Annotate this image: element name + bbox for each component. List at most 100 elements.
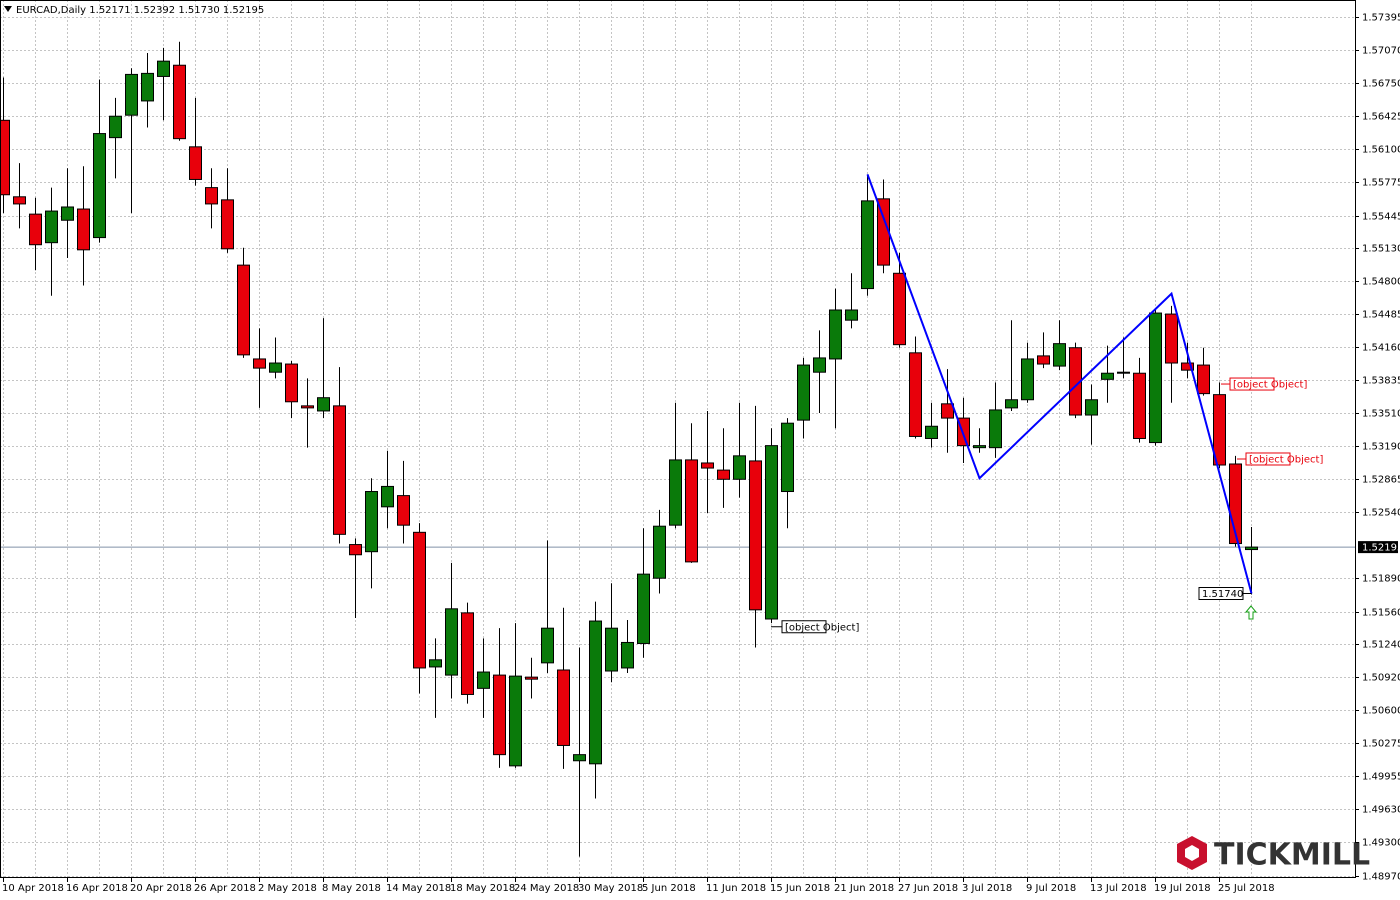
price-label-box	[1229, 377, 1275, 391]
plot-frame	[0, 0, 1356, 878]
candle-body	[557, 669, 570, 746]
x-tick-label: 9 Jul 2018	[1026, 883, 1076, 894]
y-tick-label: 1.56750	[1362, 79, 1400, 90]
x-tick-label: 20 Apr 2018	[130, 883, 192, 894]
x-tick-label: 2 May 2018	[258, 883, 317, 894]
x-tick-label: 21 Jun 2018	[834, 883, 894, 894]
candle-body	[93, 133, 106, 239]
candle-body	[365, 491, 378, 553]
candle-body	[381, 485, 394, 508]
price-label: 1.51740	[1202, 589, 1243, 600]
y-tick-label: 1.55775	[1362, 178, 1400, 189]
y-tick-label: 1.49630	[1362, 805, 1400, 816]
candle-body	[173, 64, 186, 140]
candle-body	[861, 200, 874, 290]
candle-body	[461, 612, 474, 695]
y-tick-label: 1.56100	[1362, 145, 1400, 156]
candle-body	[189, 146, 202, 180]
candle-body	[477, 671, 490, 689]
candle-body	[445, 608, 458, 676]
candle-body	[765, 445, 778, 620]
candle-body	[413, 531, 426, 669]
candle-body	[637, 573, 650, 644]
candle-body	[541, 627, 554, 664]
y-tick-label: 1.52540	[1362, 508, 1400, 519]
candle-body	[141, 72, 154, 102]
candle-body	[589, 620, 602, 765]
candle-body	[525, 676, 538, 680]
y-tick-label: 1.54160	[1362, 343, 1400, 354]
candle-body	[1197, 364, 1210, 395]
candle-body	[829, 309, 842, 360]
candle-body	[397, 495, 410, 526]
candle-body	[253, 358, 266, 369]
price-label-box	[781, 620, 827, 634]
candle-body	[973, 445, 986, 449]
y-tick-label: 1.57395	[1362, 13, 1400, 24]
candle-body	[1245, 546, 1258, 551]
candle-body	[669, 459, 682, 526]
symbol-menu-icon[interactable]	[4, 6, 12, 12]
chart-title: EURCAD,Daily 1.52171 1.52392 1.51730 1.5…	[16, 5, 264, 16]
y-tick-label: 1.48970	[1362, 872, 1400, 883]
x-tick-label: 10 Apr 2018	[2, 883, 64, 894]
y-tick-label: 1.49300	[1362, 838, 1400, 849]
candle-body	[269, 362, 282, 373]
y-tick-label: 1.50275	[1362, 739, 1400, 750]
price-label: [object Object]	[1249, 454, 1323, 465]
candle-body	[317, 397, 330, 412]
candle-body	[493, 674, 506, 756]
y-tick-label: 1.56425	[1362, 112, 1400, 123]
candle-body	[797, 364, 810, 421]
y-tick-label: 1.53190	[1362, 442, 1400, 453]
price-label-box	[1198, 587, 1244, 601]
arrow-icon	[1244, 605, 1258, 620]
candle-body	[605, 627, 618, 672]
y-tick-label: 1.50920	[1362, 673, 1400, 684]
y-tick-label: 1.54800	[1362, 277, 1400, 288]
candle-body	[717, 469, 730, 480]
candle-body	[45, 210, 58, 244]
candle-body	[1133, 372, 1146, 439]
grid	[0, 0, 1355, 877]
watermark: TICKMILL	[1214, 838, 1370, 873]
candle-body	[205, 187, 218, 205]
candle-body	[1037, 355, 1050, 365]
y-tick-label: 1.54485	[1362, 310, 1400, 321]
logo: TICKMILL	[1177, 836, 1370, 873]
candle-body	[29, 213, 42, 246]
candle-body	[333, 405, 346, 535]
candle-body	[125, 73, 138, 116]
x-tick-label: 11 Jun 2018	[706, 883, 766, 894]
candle-body	[349, 544, 362, 556]
candle-body	[733, 455, 746, 480]
y-tick-label: 1.57070	[1362, 46, 1400, 57]
candle-body	[621, 641, 634, 669]
candle-body	[285, 363, 298, 403]
last-price-label: 1.52195	[1362, 543, 1400, 554]
candle-body	[701, 462, 714, 469]
buy-arrow	[1244, 605, 1258, 620]
y-tick-label: 1.55445	[1362, 212, 1400, 223]
x-tick-label: 8 May 2018	[322, 883, 381, 894]
candle-body	[909, 352, 922, 437]
candle-body	[749, 460, 762, 611]
candle-body	[77, 208, 90, 251]
candle-body	[813, 357, 826, 373]
x-tick-label: 14 May 2018	[386, 883, 451, 894]
plot: [object Object] [object Object] 1.51740 [ob…	[0, 41, 1355, 857]
candle-body	[941, 403, 954, 419]
candle-body	[301, 405, 314, 409]
y-tick-label: 1.51560	[1362, 608, 1400, 619]
candle-body	[1149, 312, 1162, 444]
x-tick-label: 5 Jun 2018	[642, 883, 696, 894]
last-price-tag	[1358, 541, 1398, 554]
y-tick-label: 1.50600	[1362, 706, 1400, 717]
candle-body	[1053, 343, 1066, 367]
x-tick-label: 27 Jun 2018	[898, 883, 958, 894]
y-tick-label: 1.55130	[1362, 244, 1400, 255]
candle-body	[1117, 371, 1130, 374]
candle-body	[429, 659, 442, 668]
